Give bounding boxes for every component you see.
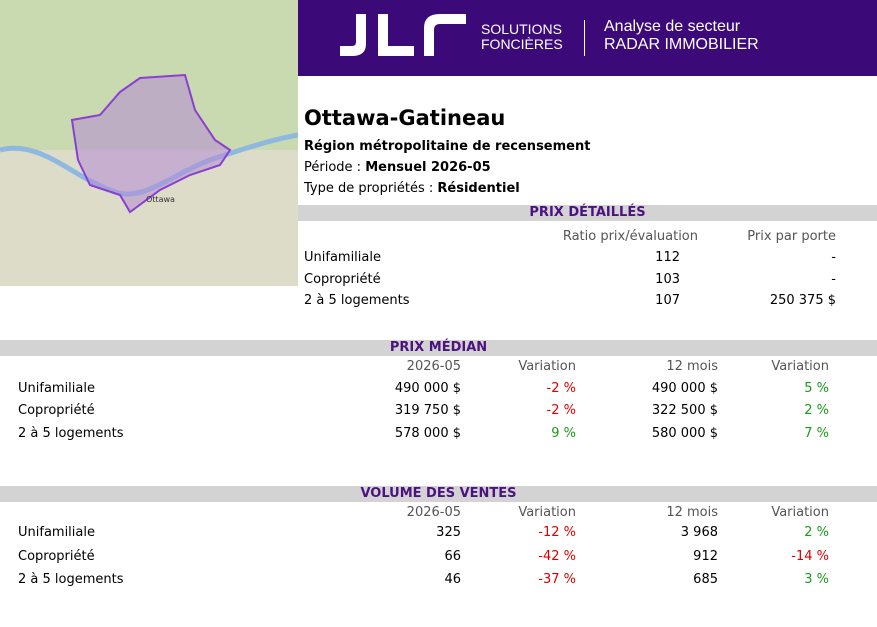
section-title: PRIX MÉDIAN — [389, 340, 488, 355]
cell-value: -2 % — [546, 381, 576, 396]
period-value: Mensuel 2026-05 — [365, 160, 491, 175]
period-label: Période : — [304, 160, 362, 175]
logo — [340, 14, 466, 56]
header: SOLUTIONS FONCIÈRES Analyse de secteur R… — [298, 0, 877, 76]
cell-value: 490 000 $ — [651, 381, 718, 396]
brand: SOLUTIONS FONCIÈRES — [481, 22, 563, 52]
section-title: VOLUME DES VENTES — [360, 486, 517, 501]
brand-line: SOLUTIONS — [481, 21, 562, 37]
column-header: Prix par porte — [747, 229, 836, 244]
cell-value: -37 % — [538, 572, 576, 587]
map-region — [70, 73, 232, 214]
cell-value: 322 500 $ — [651, 403, 718, 418]
column-header: 2026-05 — [406, 505, 461, 520]
cell-value: 912 — [693, 549, 718, 564]
column-header: 2026-05 — [406, 359, 461, 374]
row-label: Copropriété — [18, 403, 95, 418]
cell-value: 580 000 $ — [651, 426, 718, 441]
cell-value: 325 — [436, 525, 461, 540]
column-header: 12 mois — [666, 359, 718, 374]
cell-value: 5 % — [804, 381, 829, 396]
region-subtitle: Région métropolitaine de recensement — [304, 139, 591, 154]
cell-value: 250 375 $ — [769, 293, 836, 308]
cell-value: 2 % — [804, 525, 829, 540]
cell-value: 3 968 — [680, 525, 718, 540]
cell-value: 103 — [655, 272, 680, 287]
cell-value: - — [831, 250, 836, 265]
row-label: Copropriété — [18, 549, 95, 564]
cell-value: 685 — [693, 572, 718, 587]
region-title: Ottawa-Gatineau — [304, 106, 506, 130]
cell-value: 3 % — [804, 572, 829, 587]
cell-value: 7 % — [804, 426, 829, 441]
cell-value: -12 % — [538, 525, 576, 540]
column-header: Variation — [518, 505, 576, 520]
type-label: Type de propriétés : — [304, 181, 434, 196]
row-label: Unifamiliale — [18, 381, 95, 396]
section-bar: PRIX DÉTAILLÉS — [298, 205, 877, 221]
section-bar: VOLUME DES VENTES — [0, 486, 877, 502]
period-line: Période : Mensuel 2026-05 — [304, 160, 491, 175]
column-header: Variation — [518, 359, 576, 374]
row-label: 2 à 5 logements — [18, 426, 124, 441]
map-label: Ottawa — [146, 195, 175, 204]
cell-value: 9 % — [551, 426, 576, 441]
cell-value: -2 % — [546, 403, 576, 418]
cell-value: 66 — [444, 549, 461, 564]
cell-value: - — [831, 272, 836, 287]
cell-value: 46 — [444, 572, 461, 587]
brand-line: FONCIÈRES — [481, 36, 563, 52]
cell-value: -42 % — [538, 549, 576, 564]
row-label: Unifamiliale — [304, 250, 381, 265]
cell-value: 2 % — [804, 403, 829, 418]
row-label: Unifamiliale — [18, 525, 95, 540]
cell-value: 578 000 $ — [394, 426, 461, 441]
section-title: PRIX DÉTAILLÉS — [529, 205, 646, 220]
row-label: Copropriété — [304, 272, 381, 287]
cell-value: 112 — [655, 250, 680, 265]
cell-value: 107 — [655, 293, 680, 308]
product-line: RADAR IMMOBILIER — [604, 36, 759, 53]
column-header: Ratio prix/évaluation — [562, 229, 698, 244]
map: Ottawa — [0, 0, 298, 286]
cell-value: -14 % — [791, 549, 829, 564]
separator — [584, 20, 585, 56]
type-line: Type de propriétés : Résidentiel — [304, 181, 520, 196]
column-header: 12 mois — [666, 505, 718, 520]
column-header: Variation — [771, 505, 829, 520]
section-bar: PRIX MÉDIAN — [0, 340, 877, 356]
product-line: Analyse de secteur — [604, 18, 741, 35]
type-value: Résidentiel — [437, 181, 520, 196]
product: Analyse de secteur RADAR IMMOBILIER — [604, 18, 759, 54]
row-label: 2 à 5 logements — [304, 293, 410, 308]
column-header: Variation — [771, 359, 829, 374]
cell-value: 319 750 $ — [394, 403, 461, 418]
row-label: 2 à 5 logements — [18, 572, 124, 587]
cell-value: 490 000 $ — [394, 381, 461, 396]
